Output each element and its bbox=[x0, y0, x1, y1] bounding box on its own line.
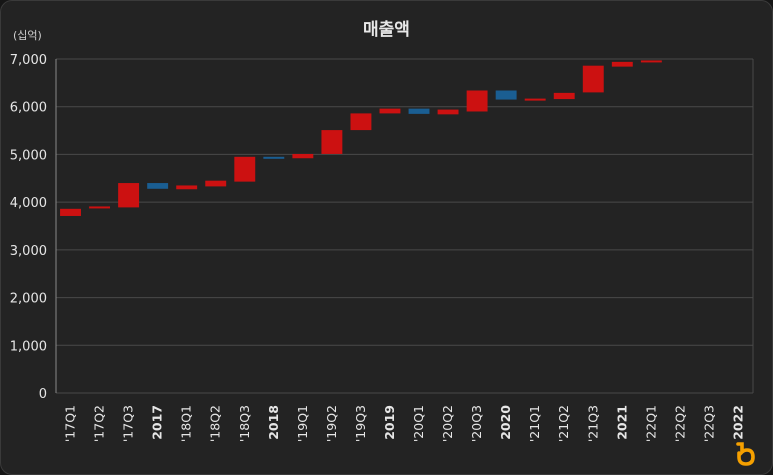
x-tick-label: '20Q2 bbox=[440, 405, 455, 442]
x-tick-label: '17Q1 bbox=[63, 405, 78, 442]
b-logo-icon bbox=[736, 442, 755, 466]
y-tick-label: 7,000 bbox=[10, 53, 47, 68]
bar-22Q1 bbox=[640, 60, 662, 63]
x-tick-label: 2020 bbox=[498, 405, 513, 440]
x-tick-label: 2017 bbox=[150, 405, 165, 440]
x-tick-label: '21Q2 bbox=[556, 405, 571, 442]
y-tick-label: 0 bbox=[39, 387, 47, 402]
bar-2021 bbox=[611, 61, 633, 67]
bar-18Q3 bbox=[234, 156, 256, 182]
x-tick-label: 2019 bbox=[382, 405, 397, 440]
bar-19Q1 bbox=[292, 153, 314, 159]
x-tick-label: '19Q1 bbox=[295, 405, 310, 442]
bar-20Q3 bbox=[466, 90, 488, 112]
x-tick-label: '17Q3 bbox=[121, 405, 136, 442]
bar-18Q1 bbox=[176, 185, 198, 190]
bar-17Q2 bbox=[89, 206, 111, 209]
unit-label: (십억) bbox=[13, 29, 42, 42]
x-tick-label: '22Q3 bbox=[701, 405, 716, 442]
bar-19Q2 bbox=[321, 130, 343, 154]
bar-21Q1 bbox=[524, 98, 546, 101]
x-tick-label: '18Q1 bbox=[179, 405, 194, 442]
x-tick-label: 2018 bbox=[266, 405, 281, 440]
y-tick-label: 5,000 bbox=[10, 148, 47, 163]
x-tick-label: '22Q1 bbox=[643, 405, 658, 442]
x-tick-label: 2022 bbox=[730, 405, 745, 440]
x-tick-label: '21Q1 bbox=[527, 405, 542, 442]
y-axis-ticks: 0 1,000 2,000 3,000 4,000 5,000 6,000 7,000 bbox=[10, 53, 47, 402]
x-tick-label: '17Q2 bbox=[92, 405, 107, 442]
x-tick-label: '18Q3 bbox=[237, 405, 252, 442]
bar-2019 bbox=[379, 108, 401, 114]
y-tick-label: 4,000 bbox=[10, 196, 47, 211]
chart-title: 매출액 bbox=[363, 20, 410, 40]
bar-2017 bbox=[147, 183, 169, 189]
x-tick-label: '20Q1 bbox=[411, 405, 426, 442]
bar-18Q2 bbox=[205, 180, 227, 187]
y-tick-label: 6,000 bbox=[10, 101, 47, 116]
bar-21Q2 bbox=[553, 92, 575, 100]
x-tick-label: '21Q3 bbox=[585, 405, 600, 442]
bar-17Q1 bbox=[60, 208, 81, 216]
bar-19Q3 bbox=[350, 113, 372, 131]
bars bbox=[60, 60, 662, 216]
y-tick-label: 2,000 bbox=[10, 292, 47, 307]
bar-20Q1 bbox=[408, 108, 430, 114]
y-tick-label: 1,000 bbox=[10, 339, 47, 354]
x-tick-label: '19Q2 bbox=[324, 405, 339, 442]
x-tick-label: '20Q3 bbox=[469, 405, 484, 442]
x-tick-label: 2021 bbox=[614, 405, 629, 440]
x-tick-label: '19Q3 bbox=[353, 405, 368, 442]
bar-21Q3 bbox=[582, 65, 604, 93]
x-tick-label: '22Q2 bbox=[672, 405, 687, 442]
gridlines bbox=[55, 58, 754, 394]
bar-20Q2 bbox=[437, 109, 459, 115]
bar-17Q3 bbox=[118, 183, 140, 208]
bar-2020 bbox=[495, 90, 517, 100]
y-tick-label: 3,000 bbox=[10, 244, 47, 259]
bar-2018 bbox=[263, 156, 285, 159]
x-tick-label: '18Q2 bbox=[208, 405, 223, 442]
x-axis-ticks: '17Q1 '17Q2 '17Q3 2017 '18Q1 '18Q2 '18Q3 2018 '1… bbox=[63, 405, 746, 442]
